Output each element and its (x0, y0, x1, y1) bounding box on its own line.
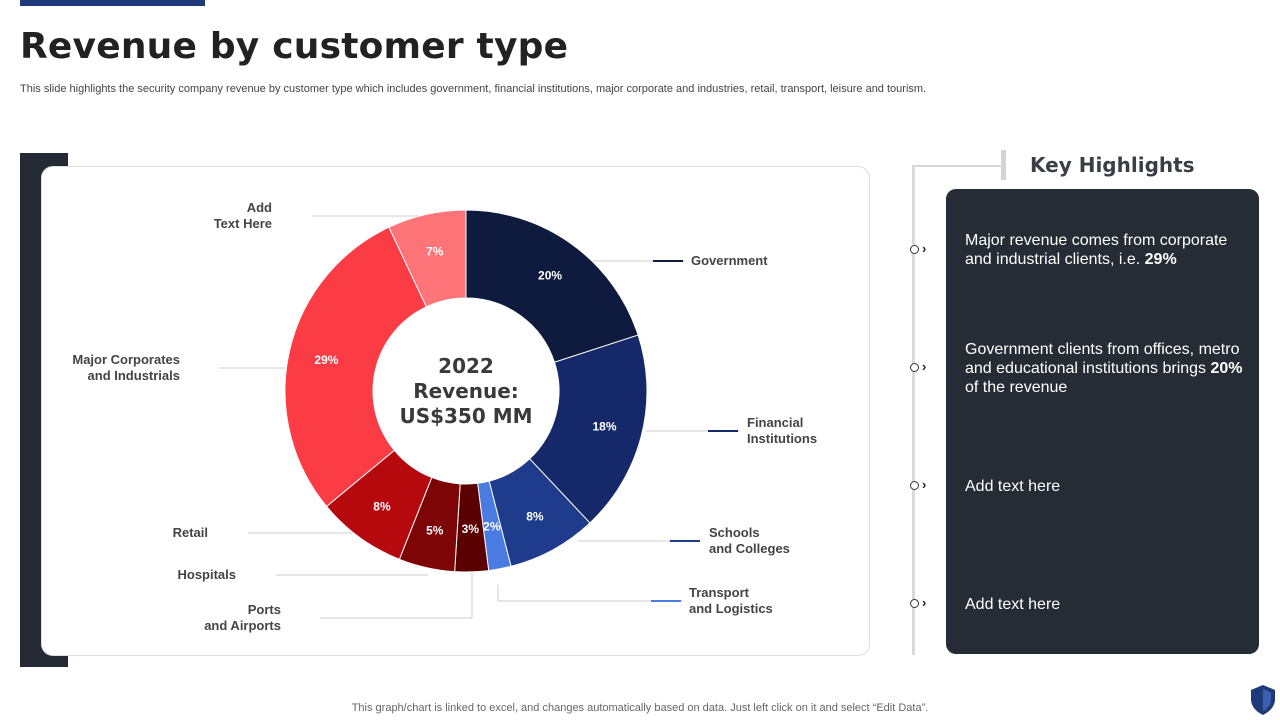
highlight-text-3: Add text here (965, 478, 1061, 495)
highlights-timeline (912, 165, 915, 655)
slice-value-label: 7% (426, 244, 444, 258)
highlight-text-1: Major revenue comes from corporate and i… (965, 232, 1228, 268)
legend-label: Retail (173, 525, 208, 540)
highlight-bullet-2: › (908, 359, 938, 375)
key-highlights-title: Key Highlights (1030, 153, 1195, 177)
chevron-right-icon: › (922, 477, 927, 492)
page-title: Revenue by customer type (20, 26, 569, 67)
legend-label: Transport and Logistics (689, 585, 773, 616)
highlight-bullet-3: › (908, 477, 938, 493)
revenue-donut-chart[interactable]: 20% 18% 8% 2%3% 5% 8% 29% 7% Government Financial… (0, 0, 900, 680)
slice-value-label: 8% (526, 509, 544, 523)
legend-label: Financial Institutions (747, 415, 817, 446)
chevron-right-icon: › (922, 241, 927, 256)
slice-value-label: 8% (373, 500, 391, 514)
legend-label: Government (691, 253, 768, 268)
key-highlights-panel (946, 189, 1259, 654)
shield-icon (1251, 685, 1275, 715)
highlights-connector (914, 165, 1003, 167)
legend-label: Ports and Airports (204, 602, 281, 633)
donut-center (373, 298, 559, 484)
page-subtitle: This slide highlights the security compa… (20, 83, 927, 95)
legend-label: Major Corporates and Industrials (72, 352, 180, 383)
legend-label: Hospitals (177, 567, 236, 582)
chevron-right-icon: › (922, 595, 927, 610)
slice-value-label: 2% (483, 520, 501, 534)
top-accent-bar (20, 0, 205, 6)
slice-value-label: 5% (426, 524, 444, 538)
leader-line (497, 585, 682, 602)
leader-line (320, 573, 473, 619)
highlight-bullet-4: › (908, 595, 938, 611)
legend-label: Add Text Here (214, 200, 272, 231)
highlight-bullet-1: › (908, 241, 938, 257)
slice-value-label: 18% (592, 420, 616, 434)
slice-value-label: 20% (538, 268, 562, 282)
highlight-text-4: Add text here (965, 596, 1061, 613)
slice-value-label: 3% (462, 522, 480, 536)
slice-value-label: 29% (314, 353, 338, 367)
highlight-text-2: Government clients from offices, metro a… (965, 341, 1243, 396)
footer-note: This graph/chart is linked to excel, and… (351, 702, 929, 714)
highlights-tab-marker (1001, 150, 1006, 180)
chevron-right-icon: › (922, 359, 927, 374)
legend-label: Schools and Colleges (709, 525, 790, 556)
center-revenue-label: 2022 Revenue: US$350 MM (399, 354, 532, 428)
